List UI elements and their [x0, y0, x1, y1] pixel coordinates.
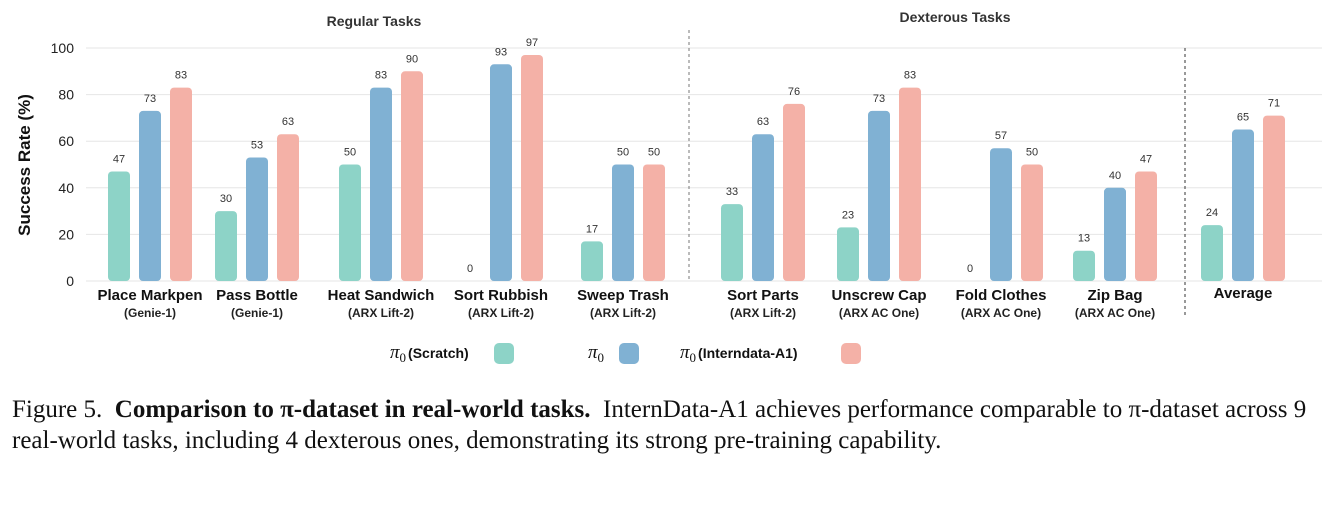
y-tick-label: 40: [58, 180, 74, 196]
y-axis-label: Success Rate (%): [15, 94, 34, 236]
bar: [1073, 250, 1095, 281]
x-category-label: Fold Clothes: [956, 287, 1047, 304]
bar: [868, 110, 890, 281]
x-category-label: Sweep Trash: [577, 287, 669, 304]
bar-value-label: 33: [726, 186, 738, 198]
bar-value-label: 83: [904, 70, 916, 82]
bar-value-label: 13: [1078, 233, 1090, 245]
x-category-sublabel: (ARX Lift-2): [730, 306, 796, 320]
bar-value-label: 30: [220, 193, 232, 205]
bar-value-label: 93: [495, 46, 507, 58]
x-category-sublabel: (Genie-1): [124, 306, 176, 320]
y-tick-label: 80: [58, 87, 74, 103]
legend-swatch: [619, 343, 639, 364]
y-tick-label: 100: [51, 40, 75, 56]
bar-value-label: 73: [144, 93, 156, 105]
y-tick-label: 60: [58, 133, 74, 149]
bar-value-label: 0: [967, 263, 973, 275]
bar: [521, 54, 543, 281]
legend-label: π0 (Scratch): [390, 342, 469, 365]
x-category-label: Place Markpen: [97, 287, 202, 304]
x-category-sublabel: (ARX AC One): [1075, 306, 1155, 320]
caption-text: InternData-A1 achieves performance compa…: [12, 396, 1307, 454]
bar-value-label: 50: [648, 147, 660, 159]
x-category-sublabel: (ARX Lift-2): [468, 306, 534, 320]
bar-value-label: 50: [1026, 147, 1038, 159]
bar: [990, 148, 1012, 281]
bar-value-label: 57: [995, 130, 1007, 142]
bar: [108, 171, 130, 281]
bar: [899, 87, 921, 281]
x-category-label: Heat Sandwich: [328, 287, 435, 304]
bar: [1263, 115, 1285, 281]
bar-value-label: 47: [1140, 153, 1152, 165]
bar-value-label: 0: [467, 263, 473, 275]
x-category-sublabel: (ARX AC One): [961, 306, 1041, 320]
x-category-label: Zip Bag: [1088, 287, 1143, 304]
legend-label: π0 (Interndata-A1): [680, 342, 798, 365]
x-category-label: Unscrew Cap: [831, 287, 926, 304]
bar-value-label: 73: [873, 93, 885, 105]
bar: [643, 164, 665, 281]
bar: [1201, 225, 1223, 281]
figure-caption: Figure 5. Comparison to π-dataset in rea…: [12, 394, 1312, 456]
bar: [612, 164, 634, 281]
bar-value-label: 40: [1109, 170, 1121, 182]
x-category-label: Average: [1214, 285, 1273, 302]
group-title-dexterous: Dexterous Tasks: [899, 9, 1010, 25]
bar-value-label: 71: [1268, 98, 1280, 110]
bar-value-label: 47: [113, 153, 125, 165]
bar-value-label: 83: [375, 70, 387, 82]
bar: [339, 164, 361, 281]
bar: [1104, 187, 1126, 281]
bar-value-label: 76: [788, 86, 800, 98]
bar-value-label: 65: [1237, 112, 1249, 124]
bar-value-label: 53: [251, 140, 263, 152]
bar-value-label: 90: [406, 53, 418, 65]
x-category-sublabel: (Genie-1): [231, 306, 283, 320]
x-category-label: Pass Bottle: [216, 287, 298, 304]
bar: [277, 134, 299, 281]
bar-value-label: 17: [586, 223, 598, 235]
bar: [581, 241, 603, 281]
x-category-label: Sort Rubbish: [454, 287, 548, 304]
bar: [139, 110, 161, 281]
bar: [490, 64, 512, 281]
bar: [1135, 171, 1157, 281]
bar: [370, 87, 392, 281]
legend-swatch: [494, 343, 514, 364]
y-tick-label: 0: [66, 273, 74, 289]
bar: [1232, 129, 1254, 281]
x-category-sublabel: (ARX AC One): [839, 306, 919, 320]
x-category-sublabel: (ARX Lift-2): [348, 306, 414, 320]
bar-value-label: 63: [757, 116, 769, 128]
caption-label: Figure 5.: [12, 396, 103, 423]
bar-value-label: 97: [526, 37, 538, 49]
group-title-regular: Regular Tasks: [327, 13, 422, 29]
bar-value-label: 63: [282, 116, 294, 128]
caption-bold-title: Comparison to π-dataset in real-world ta…: [114, 396, 591, 423]
bar: [246, 157, 268, 281]
bar-value-label: 24: [1206, 207, 1218, 219]
bar: [1021, 164, 1043, 281]
bar: [721, 204, 743, 281]
x-category-sublabel: (ARX Lift-2): [590, 306, 656, 320]
legend-label: π0: [588, 342, 604, 365]
bar-value-label: 23: [842, 209, 854, 221]
y-tick-label: 20: [58, 226, 74, 242]
bar-chart: 0 20 40 60 80 100 Success Rate (%) Regular Task…: [15, 9, 1322, 365]
bar: [170, 87, 192, 281]
bar-value-label: 83: [175, 70, 187, 82]
bar: [752, 134, 774, 281]
bar: [215, 211, 237, 281]
bar-value-label: 50: [344, 147, 356, 159]
legend-swatch: [841, 343, 861, 364]
bar: [837, 227, 859, 281]
bar-value-label: 50: [617, 147, 629, 159]
x-category-label: Sort Parts: [727, 287, 799, 304]
bar: [783, 103, 805, 281]
bar: [401, 71, 423, 281]
